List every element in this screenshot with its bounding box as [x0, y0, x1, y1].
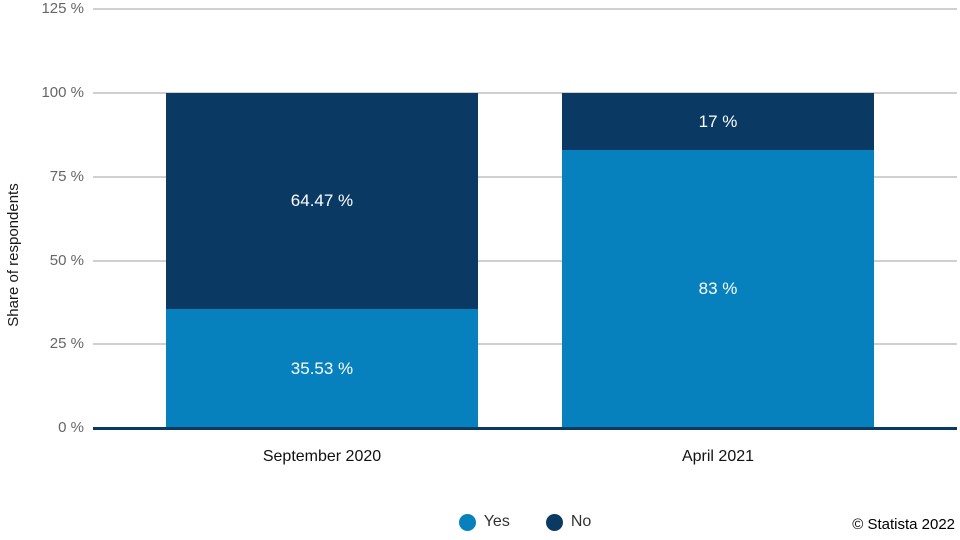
- x-axis-label-april-2021: April 2021: [681, 448, 755, 465]
- y-tick-label-75: 75 %: [49, 168, 84, 185]
- y-tick-label-0: 0 %: [58, 419, 84, 436]
- bar-value-label-no-april-2021: 17 %: [698, 111, 738, 131]
- bar-value-label-no-september-2020: 64.47 %: [290, 191, 354, 210]
- bar-segment-no-april-2021[interactable]: 17 %: [562, 93, 874, 150]
- legend-label-no: No: [570, 513, 592, 530]
- legend-item-yes[interactable]: Yes: [458, 512, 510, 532]
- y-tick-label-50: 50 %: [49, 252, 84, 269]
- bar-value-label-yes-september-2020: 35.53 %: [290, 358, 354, 378]
- y-tick-label-25: 25 %: [49, 335, 84, 352]
- gridline-75: [93, 176, 957, 178]
- x-axis-line: [93, 427, 957, 430]
- y-tick-label-100: 100 %: [41, 84, 84, 101]
- y-tick-label-125: 125 %: [41, 0, 84, 17]
- bar-segment-yes-april-2021[interactable]: 83 %: [562, 150, 874, 428]
- legend-swatch-yes: [458, 513, 476, 531]
- bar-segment-no-september-2020[interactable]: 64.47 %: [166, 93, 478, 309]
- bar-segment-yes-september-2020[interactable]: 35.53 %: [166, 309, 478, 428]
- legend-item-no[interactable]: No: [545, 512, 592, 532]
- legend-label-yes: Yes: [483, 513, 510, 530]
- bar-value-label-yes-april-2021: 83 %: [698, 279, 738, 298]
- gridline-25: [93, 343, 957, 345]
- gridline-125: [93, 8, 957, 10]
- copyright-label: © Statista 2022: [852, 516, 955, 533]
- gridline-100: [93, 92, 957, 94]
- gridline-50: [93, 260, 957, 262]
- legend: Yes No: [93, 512, 957, 532]
- legend-swatch-no: [545, 513, 563, 531]
- x-axis-label-september-2020: September 2020: [262, 448, 382, 465]
